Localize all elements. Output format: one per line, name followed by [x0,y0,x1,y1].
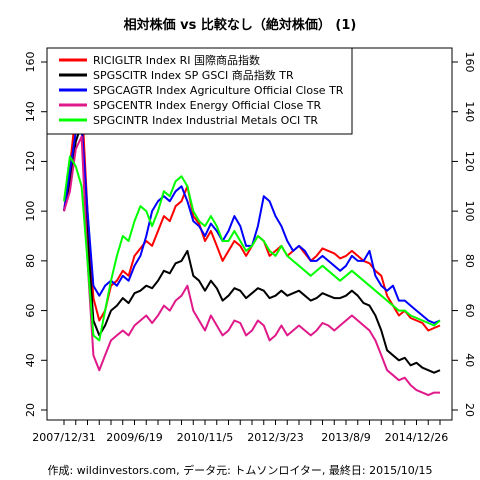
x-tick-label: 2007/12/31 [32,431,95,444]
y-tick-label-left: 160 [24,52,37,73]
y-tick-label-right: 120 [463,151,476,172]
y-tick-label-right: 80 [463,254,476,268]
chart-title: 相対株価 vs 比較なし（絶対株価） (1) [124,17,357,33]
x-tick-label: 2012/3/23 [247,431,303,444]
series-line-1 [63,123,441,374]
x-tick-label: 2013/8/9 [321,431,370,444]
legend-box [46,47,353,135]
series-line-3 [63,135,440,397]
legend-label-2: SPGCAGTR Index Agriculture Official Clos… [93,84,344,97]
chart-caption: 作成: wildinvestors.com, データ元: トムソンロイター, 最… [48,463,433,477]
y-tick-label-left: 120 [24,151,37,172]
y-tick-label-left: 60 [24,304,37,318]
x-tick-label: 2009/6/19 [106,431,162,444]
x-tick-label: 2010/11/5 [177,431,233,444]
legend-label-1: SPGSCITR Index SP GSCI 商品指数 TR [93,68,294,82]
y-tick-label-left: 20 [24,403,37,417]
y-tick-label-right: 20 [463,403,476,417]
legend-label-0: RICIGLTR Index RI 国際商品指数 [93,53,260,67]
y-tick-label-right: 40 [463,353,476,367]
y-axis-left: 20 40 60 80 100 120 140 160 [24,52,48,417]
y-tick-label-right: 140 [463,101,476,122]
x-tick-label: 2014/12/26 [385,431,448,444]
y-tick-label-left: 140 [24,101,37,122]
legend-label-4: SPGCINTR Index Industrial Metals OCI TR [93,114,318,127]
y-tick-label-left: 40 [24,353,37,367]
y-tick-label-left: 80 [24,254,37,268]
legend-label-3: SPGCENTR Index Energy Official Close TR [93,99,322,112]
series-line-4 [63,155,441,342]
x-axis: 2007/12/31 2009/6/19 2010/11/5 2012/3/23 201… [32,419,448,444]
y-tick-label-right: 60 [463,304,476,318]
y-tick-label-right: 100 [463,201,476,222]
y-tick-label-left: 100 [24,201,37,222]
y-axis-right: 20 40 60 80 100 120 140 160 [451,52,476,417]
y-tick-label-right: 160 [463,52,476,73]
series-group [63,95,441,397]
